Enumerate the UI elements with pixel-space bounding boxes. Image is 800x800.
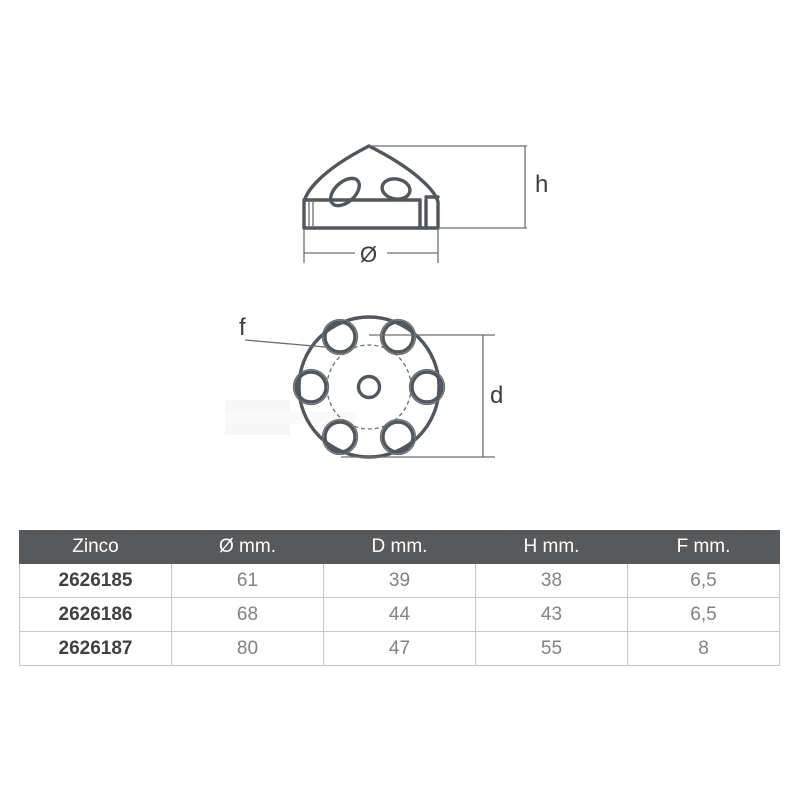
svg-text:h: h bbox=[535, 171, 548, 198]
svg-text:d: d bbox=[490, 382, 503, 409]
svg-text:f: f bbox=[239, 314, 246, 341]
svg-text:Ø: Ø bbox=[360, 242, 377, 267]
